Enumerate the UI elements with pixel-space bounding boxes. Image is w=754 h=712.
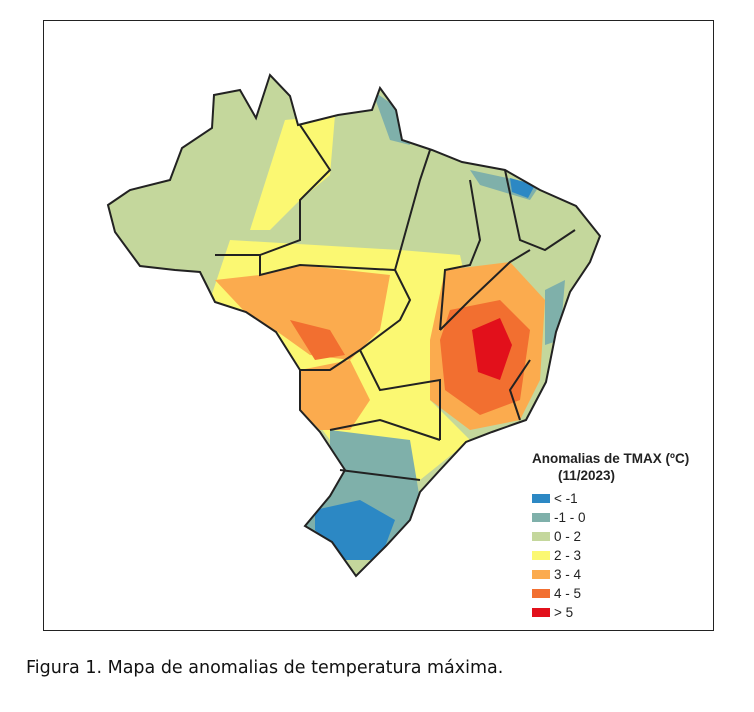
region-3-4-south-west xyxy=(300,360,370,430)
legend-label: 0 - 2 xyxy=(554,529,582,544)
region-3-4-west xyxy=(215,265,390,360)
legend-item: 3 - 4 xyxy=(532,565,689,584)
map-legend: Anomalias de TMAX (ºC) (11/2023) < -1 -1 … xyxy=(532,450,689,622)
legend-item: > 5 xyxy=(532,603,689,622)
legend-swatch xyxy=(532,494,550,503)
legend-item: -1 - 0 xyxy=(532,508,689,527)
region-4-5-west xyxy=(290,320,345,360)
legend-item: < -1 xyxy=(532,489,689,508)
legend-label: < -1 xyxy=(554,491,578,506)
legend-swatch xyxy=(532,551,550,560)
legend-item: 2 - 3 xyxy=(532,546,689,565)
legend-title: Anomalias de TMAX (ºC) xyxy=(532,451,690,466)
legend-item: 4 - 5 xyxy=(532,584,689,603)
region-lt-neg1-northeast xyxy=(510,178,535,198)
legend-item: 0 - 2 xyxy=(532,527,689,546)
legend-label: 2 - 3 xyxy=(554,548,582,563)
figure-caption: Figura 1. Mapa de anomalias de temperatu… xyxy=(26,658,504,678)
region-gt-5 xyxy=(472,318,512,380)
legend-swatch xyxy=(532,513,550,522)
legend-swatch xyxy=(532,608,550,617)
legend-label: -1 - 0 xyxy=(554,510,586,525)
region-2-3-north xyxy=(250,115,335,230)
figure-frame xyxy=(43,20,714,631)
legend-swatch xyxy=(532,570,550,579)
state-borders xyxy=(107,74,601,577)
legend-swatch xyxy=(532,589,550,598)
legend-swatch xyxy=(532,532,550,541)
legend-label: 4 - 5 xyxy=(554,586,582,601)
legend-label: > 5 xyxy=(554,605,574,620)
legend-label: 3 - 4 xyxy=(554,567,582,582)
legend-subtitle: (11/2023) xyxy=(558,468,616,483)
